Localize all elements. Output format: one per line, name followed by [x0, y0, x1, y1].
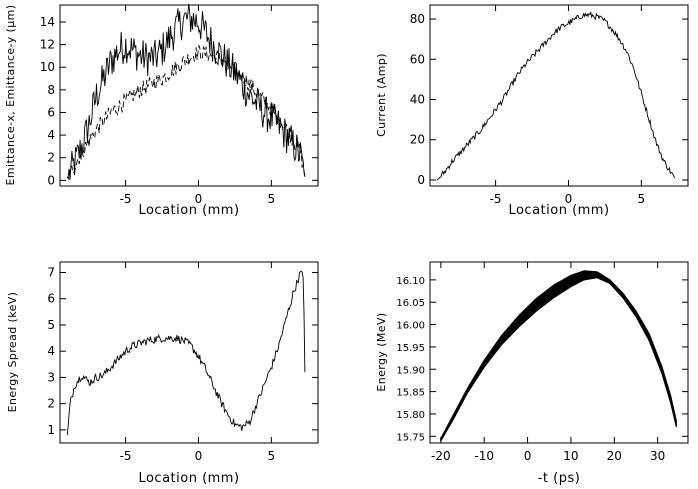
phase-space-y-tick-label: 15.95	[396, 343, 425, 354]
phase-space-x-tick-label: 20	[607, 449, 622, 463]
phase-space-y-tick-label: 15.90	[396, 365, 425, 376]
current-y-tick-label: 80	[410, 12, 425, 26]
energy-spread-x-axis-label: Location (mm)	[138, 471, 239, 486]
emittance-y-tick-label: 6	[47, 105, 55, 119]
current-x-ticks: -5 0 5	[490, 5, 646, 206]
phase-space-y-tick-label: 15.75	[396, 432, 425, 443]
phase-space-band	[440, 270, 677, 442]
emittance-x-tick-label: 5	[268, 192, 276, 206]
energy-spread-y-tick-label: 4	[47, 344, 55, 358]
phase-space-x-ticks: -20 -10 0 10 20 30	[431, 262, 665, 463]
emittance-line-1	[66, 3, 306, 180]
emittance-y-tick-label: 10	[40, 60, 55, 74]
energy-spread-x-tick-label: 0	[195, 449, 203, 463]
phase-space-x-tick-label: 30	[650, 449, 665, 463]
energy-spread-y-tick-label: 7	[47, 265, 55, 279]
emittance-y-tick-label: 0	[47, 173, 55, 187]
emittance-x-tick-label: 0	[195, 192, 203, 206]
emittance-plot-frame	[59, 4, 319, 187]
phase-space-x-tick-label: -10	[474, 449, 494, 463]
energy-spread-y-axis-label: Energy Spread (keV)	[6, 292, 19, 413]
energy-spread-line-1	[66, 270, 306, 436]
phase-space-y-tick-label: 16.00	[396, 321, 425, 332]
phase-space-y-tick-label: 15.80	[396, 410, 425, 421]
phase-space-y-axis-label: Energy (MeV)	[375, 312, 388, 391]
energy-spread-series	[66, 270, 306, 436]
current-y-axis-label: Current (Amp)	[375, 53, 388, 137]
emittance-y-tick-label: 14	[40, 15, 55, 29]
energy-spread-y-tick-label: 2	[47, 397, 55, 411]
energy-spread-plot-frame	[59, 261, 319, 444]
phase-space-x-tick-label: 10	[563, 449, 578, 463]
emittance-panel: -5 0 5 0 2 4 6 8 10 12 14 Location (mm) …	[4, 3, 319, 218]
energy-spread-y-tick-label: 1	[47, 423, 55, 437]
energy-spread-x-ticks: -5 0 5	[120, 262, 276, 463]
phase-space-y-tick-label: 15.85	[396, 388, 425, 399]
current-y-tick-label: 40	[410, 93, 425, 107]
energy-spread-y-ticks: 1 2 3 4 5 6 7	[47, 265, 318, 437]
current-y-ticks: 0 20 40 60 80	[410, 12, 688, 187]
energy-spread-x-tick-label: 5	[268, 449, 276, 463]
current-line-1	[436, 11, 676, 181]
emittance-y-axis-label: Emittance-x, Emittance-y (μm)	[4, 5, 17, 186]
current-y-tick-label: 20	[410, 133, 425, 147]
current-series	[436, 11, 676, 181]
current-panel: -5 0 5 0 20 40 60 80 Location (mm) Curre…	[375, 4, 689, 218]
emittance-x-axis-label: Location (mm)	[138, 203, 239, 218]
phase-space-y-ticks: 15.75 15.80 15.85 15.90 15.95 16.00 16.0…	[396, 276, 688, 443]
emittance-y-tick-label: 2	[47, 151, 55, 165]
emittance-y-tick-label: 12	[40, 38, 55, 52]
emittance-x-ticks: -5 0 5	[120, 5, 276, 206]
phase-space-panel: -20 -10 0 10 20 30 15.75 15.80 15.85 15.…	[375, 261, 689, 486]
emittance-series	[66, 3, 306, 180]
emittance-line-2	[66, 43, 306, 180]
current-x-axis-label: Location (mm)	[508, 203, 609, 218]
current-y-tick-label: 0	[417, 173, 425, 187]
phase-space-plot-frame	[429, 261, 689, 444]
current-plot-frame	[429, 4, 689, 187]
emittance-x-tick-label: -5	[120, 192, 132, 206]
current-x-tick-label: 0	[565, 192, 573, 206]
current-y-tick-label: 60	[410, 52, 425, 66]
energy-spread-y-tick-label: 6	[47, 292, 55, 306]
energy-spread-panel: -5 0 5 1 2 3 4 5 6 7 Location (mm) Energ…	[6, 261, 319, 486]
phase-space-x-tick-label: -20	[431, 449, 451, 463]
current-x-tick-label: -5	[490, 192, 502, 206]
energy-spread-x-tick-label: -5	[120, 449, 132, 463]
current-x-tick-label: 5	[638, 192, 646, 206]
emittance-y-tick-label: 4	[47, 128, 55, 142]
emittance-y-ticks: 0 2 4 6 8 10 12 14	[40, 15, 318, 187]
phase-space-x-tick-label: 0	[524, 449, 532, 463]
energy-spread-y-tick-label: 3	[47, 370, 55, 384]
energy-spread-y-tick-label: 5	[47, 318, 55, 332]
emittance-y-tick-label: 8	[47, 83, 55, 97]
phase-space-x-axis-label: -t (ps)	[538, 471, 581, 486]
phase-space-y-tick-label: 16.10	[396, 276, 425, 287]
phase-space-y-tick-label: 16.05	[396, 298, 425, 309]
phase-space-series	[440, 270, 677, 442]
